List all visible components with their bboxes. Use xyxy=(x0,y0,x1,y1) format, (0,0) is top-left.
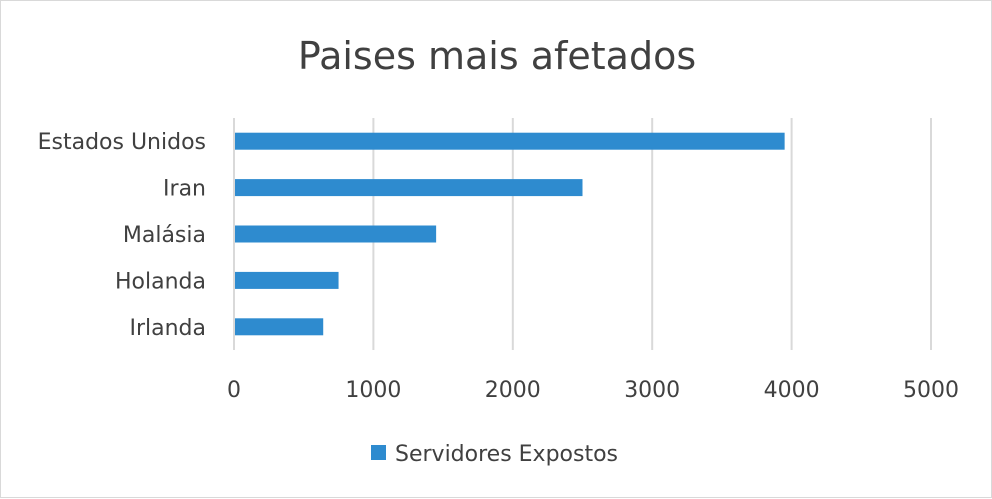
category-label: Estados Unidos xyxy=(38,130,206,155)
category-label: Malásia xyxy=(123,223,206,248)
x-tick-label: 0 xyxy=(227,378,241,403)
bar xyxy=(235,132,785,150)
bars xyxy=(235,132,785,336)
bar xyxy=(235,318,324,336)
legend: Servidores Expostos xyxy=(371,442,618,467)
category-labels: Estados Unidos Iran Malásia Holanda Irlanda xyxy=(38,130,206,341)
x-tick-label: 4000 xyxy=(764,378,820,403)
legend-label: Servidores Expostos xyxy=(395,442,618,467)
bar xyxy=(235,225,437,243)
chart-title: Paises mais afetados xyxy=(298,34,696,78)
x-tick-label: 2000 xyxy=(485,378,541,403)
x-axis-tick-labels: 0 1000 2000 3000 4000 5000 xyxy=(227,378,959,403)
x-tick-label: 3000 xyxy=(624,378,680,403)
bar xyxy=(235,271,339,289)
category-label: Irlanda xyxy=(129,316,206,341)
category-label: Iran xyxy=(163,177,206,202)
x-tick-label: 1000 xyxy=(345,378,401,403)
gridlines xyxy=(233,118,932,350)
x-tick-label: 5000 xyxy=(903,378,959,403)
category-label: Holanda xyxy=(115,269,206,294)
legend-swatch xyxy=(371,445,386,460)
bar xyxy=(235,179,583,197)
